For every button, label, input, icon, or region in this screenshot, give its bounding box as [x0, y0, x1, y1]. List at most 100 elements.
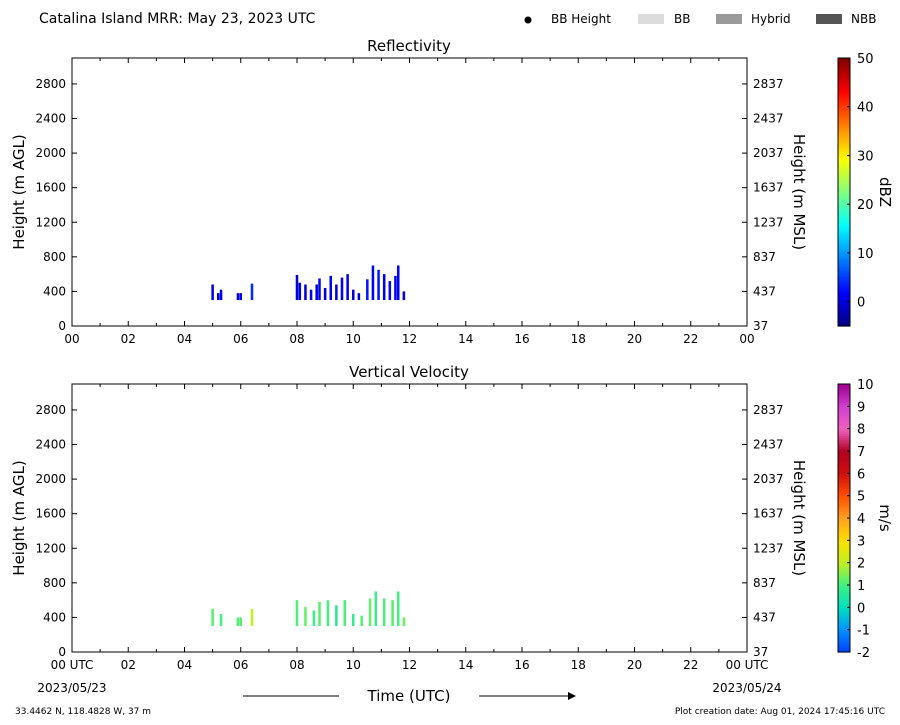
colorbar-segment	[838, 196, 850, 200]
data-column	[239, 293, 243, 301]
colorbar-segment	[838, 109, 850, 113]
colorbar-segment	[838, 562, 850, 566]
colorbar-tick-label: 4	[857, 512, 865, 527]
colorbar-segment	[838, 225, 850, 229]
colorbar-segment	[838, 511, 850, 515]
colorbar-segment	[838, 205, 850, 209]
x-tick-label: 14	[458, 332, 473, 346]
y-tick-label-right: 837	[753, 250, 776, 264]
colorbar-segment	[838, 276, 850, 280]
colorbar-segment	[838, 314, 850, 318]
x-tick-label: 02	[121, 658, 136, 672]
data-column	[377, 269, 380, 301]
reflectivity-ylabel-right: Height (m MSL)	[790, 134, 808, 250]
y-tick-label: 1600	[35, 181, 66, 195]
data-column	[346, 274, 349, 301]
colorbar-segment	[838, 477, 850, 481]
y-tick-label: 2000	[35, 472, 66, 486]
colorbar-segment	[838, 480, 850, 483]
colorbar-segment	[838, 281, 850, 285]
legend-label-bb-height: BB Height	[551, 12, 611, 26]
plot-creation-date: Plot creation date: Aug 01, 2024 17:45:1…	[675, 707, 885, 717]
data-column	[318, 278, 321, 301]
colorbar-segment	[838, 502, 850, 506]
colorbar-segment	[838, 270, 850, 273]
data-column	[394, 275, 397, 301]
colorbar-segment	[838, 176, 850, 180]
colorbar-segment	[838, 531, 850, 535]
colorbar-segment	[838, 122, 850, 126]
colorbar-segment	[838, 187, 850, 191]
colorbar-segment	[838, 569, 850, 573]
colorbar-segment	[838, 308, 850, 311]
x-tick-label: 00	[739, 332, 754, 346]
colorbar-segment	[838, 484, 850, 488]
colorbar-segment	[838, 66, 850, 70]
y-tick-label-right: 837	[753, 576, 776, 590]
y-tick-label: 400	[43, 284, 66, 298]
reflectivity-title: Reflectivity	[367, 37, 451, 55]
colorbar-segment	[838, 529, 850, 532]
colorbar-segment	[838, 263, 850, 267]
data-column	[219, 613, 223, 627]
x-tick-label: 20	[627, 658, 642, 672]
nbb-legend-swatch	[816, 14, 842, 24]
colorbar-segment	[838, 622, 850, 626]
colorbar-segment	[838, 165, 850, 169]
colorbar-segment	[838, 533, 850, 537]
colorbar-segment	[838, 133, 850, 137]
x-tick-label: 22	[683, 658, 698, 672]
colorbar-segment	[838, 419, 850, 423]
colorbar-segment	[838, 136, 850, 139]
data-column	[250, 608, 254, 627]
colorbar-segment	[838, 323, 850, 327]
data-column	[298, 282, 302, 301]
data-column	[329, 275, 333, 301]
colorbar-tick-label: 7	[857, 445, 865, 460]
colorbar-segment	[838, 203, 850, 206]
colorbar-frame	[837, 57, 851, 327]
y-tick-label-right: 1237	[753, 215, 784, 229]
y-tick-label: 400	[43, 610, 66, 624]
colorbar-segment	[838, 247, 850, 251]
colorbar-segment	[838, 386, 850, 390]
colorbar-segment	[838, 160, 850, 164]
data-column	[360, 615, 363, 627]
colorbar-segment	[838, 238, 850, 242]
legend-label-bb: BB	[674, 12, 690, 26]
reflectivity-panel: Reflectivity 00 02 04 06 08 10 12 14 16 18 20 22 000…	[10, 37, 894, 346]
station-location: 33.4462 N, 118.4828 W, 37 m	[15, 707, 151, 717]
x-tick-label: 04	[177, 658, 192, 672]
colorbar-segment	[838, 218, 850, 222]
colorbar-segment	[838, 538, 850, 541]
colorbar-segment	[838, 95, 850, 99]
colorbar-segment	[838, 437, 850, 441]
colorbar-segment	[838, 107, 850, 110]
colorbar-segment	[838, 488, 850, 492]
x-tick-label: 12	[402, 658, 417, 672]
data-column	[351, 613, 355, 627]
colorbar-segment	[838, 274, 850, 278]
colorbar-segment	[838, 200, 850, 204]
reflectivity-colorbar-label: dBZ	[876, 177, 894, 207]
colorbar-segment	[838, 252, 850, 256]
data-column	[382, 274, 386, 301]
data-column	[239, 617, 243, 627]
colorbar-segment	[838, 576, 850, 579]
colorbar-segment	[838, 69, 850, 72]
colorbar-tick-label: 30	[857, 149, 874, 164]
reflectivity-ylabel: Height (m AGL)	[10, 134, 28, 249]
y-tick-label-right: 2437	[753, 438, 784, 452]
colorbar-segment	[838, 504, 850, 508]
data-column	[396, 265, 400, 301]
colorbar-segment	[838, 149, 850, 153]
y-tick-label: 2800	[35, 403, 66, 417]
colorbar-segment	[838, 259, 850, 262]
colorbar-segment	[838, 413, 850, 416]
colorbar-segment	[838, 451, 850, 454]
bb-legend-swatch	[638, 14, 664, 24]
colorbar-segment	[838, 118, 850, 122]
vertical-velocity-colorbar-label: m/s	[876, 504, 894, 532]
colorbar-segment	[838, 189, 850, 193]
colorbar-segment	[838, 513, 850, 517]
